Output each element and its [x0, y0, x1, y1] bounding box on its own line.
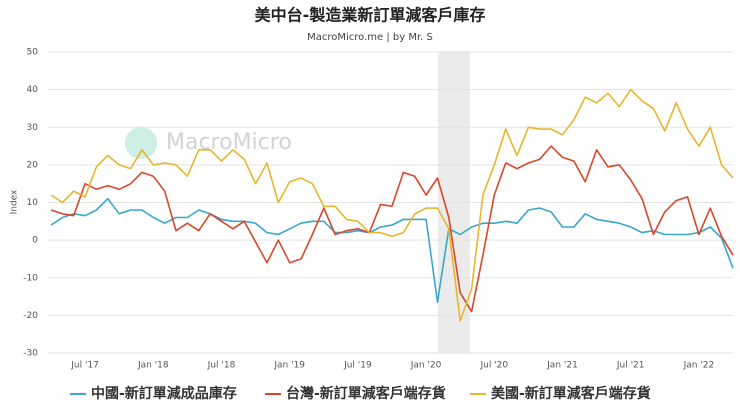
y-tick-label: 10: [27, 198, 39, 208]
series-line: [50, 145, 734, 313]
x-tick-label: Jul '17: [70, 361, 99, 371]
chart-title: 美中台-製造業新訂單減客戶庫存: [255, 6, 486, 25]
x-tick-label: Jan '22: [683, 361, 715, 371]
chart-subtitle: MacroMicro.me | by Mr. S: [307, 32, 433, 43]
y-tick-label: 40: [27, 85, 39, 95]
series-line: [50, 88, 734, 322]
y-tick-label: -20: [23, 311, 38, 321]
y-tick-label: 0: [32, 236, 38, 246]
y-tick-label: -30: [23, 349, 38, 359]
legend-label: 台灣-新訂單減客戶端存貨: [286, 385, 446, 402]
legend-item: 台灣-新訂單減客戶端存貨: [265, 385, 446, 402]
y-tick-label: -10: [23, 273, 38, 283]
y-tick-label: 20: [27, 160, 39, 170]
y-tick-label: 50: [27, 48, 39, 58]
watermark-logo: [125, 127, 157, 159]
x-tick-label: Jan '19: [273, 361, 305, 371]
x-tick-label: Jul '18: [207, 361, 236, 371]
y-axis-label: Index: [10, 189, 20, 214]
x-tick-label: Jul '20: [479, 361, 508, 371]
x-tick-label: Jul '19: [343, 361, 372, 371]
legend-item: 中國-新訂單減成品庫存: [70, 385, 237, 402]
x-tick-label: Jan '18: [137, 361, 169, 371]
x-tick-label: Jan '20: [410, 361, 442, 371]
y-tick-label: 30: [27, 123, 39, 133]
legend-item: 美國-新訂單減客戶端存貨: [470, 385, 651, 402]
watermark: MacroMicro: [166, 130, 292, 155]
legend-label: 中國-新訂單減成品庫存: [91, 385, 237, 402]
x-tick-label: Jan '21: [546, 361, 578, 371]
series-line: [50, 197, 734, 303]
legend-label: 美國-新訂單減客戶端存貨: [491, 385, 651, 402]
x-tick-label: Jul '21: [616, 361, 645, 371]
